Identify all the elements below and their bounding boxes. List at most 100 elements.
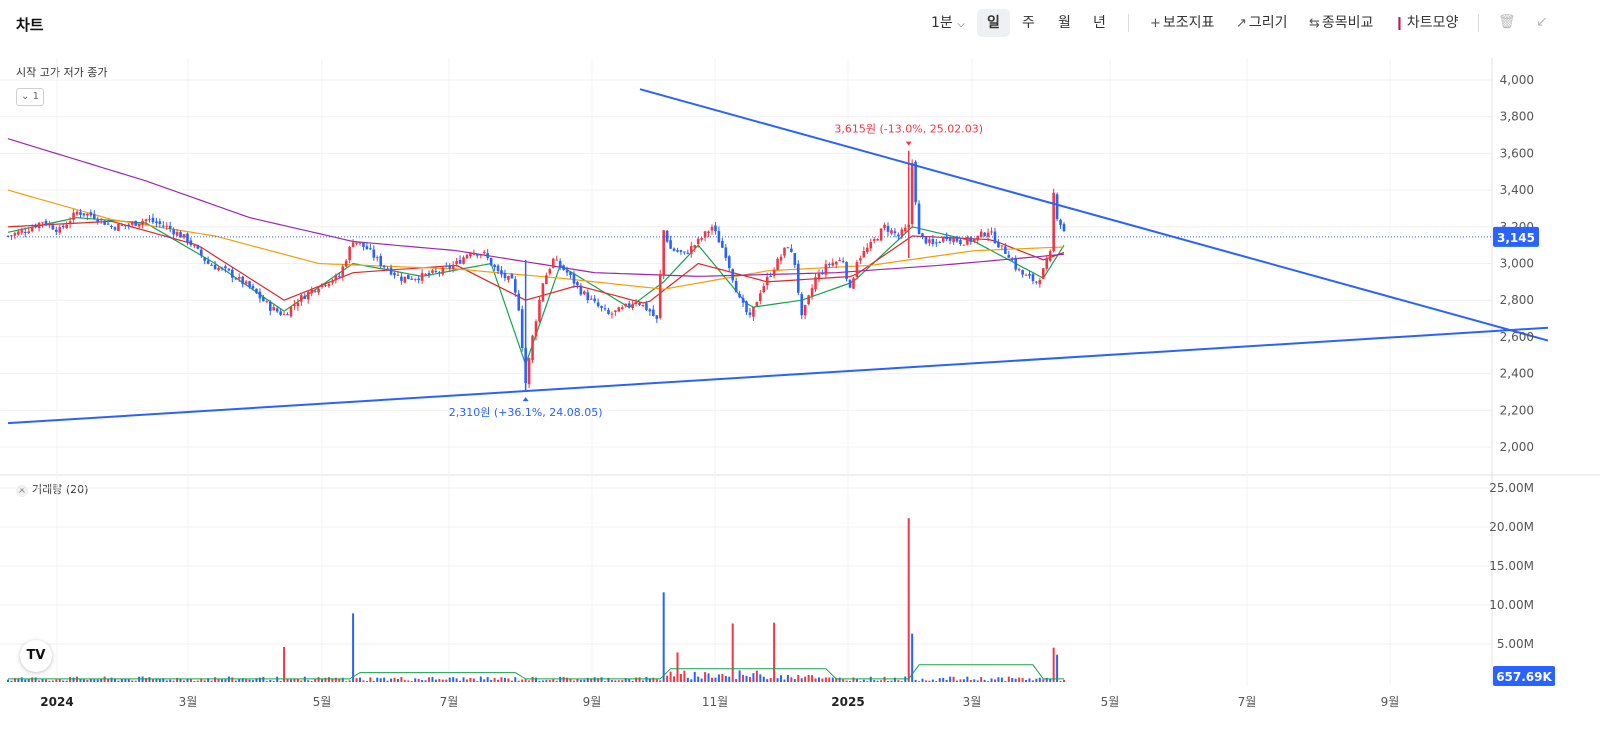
candle-body bbox=[396, 274, 400, 276]
tab-period-year[interactable]: 년 bbox=[1093, 15, 1106, 31]
volume-bar bbox=[86, 679, 89, 682]
candle-body bbox=[807, 295, 810, 304]
candle-body bbox=[27, 231, 31, 234]
volume-bar bbox=[514, 677, 517, 682]
volume-tick-label: 10.00M bbox=[1489, 598, 1534, 612]
candle-body bbox=[845, 262, 848, 279]
volume-bar bbox=[959, 679, 962, 682]
candle-body bbox=[655, 315, 659, 319]
candle-body bbox=[821, 273, 824, 275]
volume-bar bbox=[1018, 677, 1021, 682]
candle-body bbox=[890, 230, 893, 234]
volume-bar bbox=[928, 680, 931, 682]
candle-body bbox=[372, 249, 376, 258]
candle-body bbox=[210, 264, 213, 266]
candle-body bbox=[182, 234, 186, 238]
volume-bar bbox=[55, 679, 58, 682]
candle-body bbox=[762, 286, 766, 293]
candle-body bbox=[924, 237, 928, 244]
candle-body bbox=[831, 262, 835, 266]
tab-period-week[interactable]: 주 bbox=[1022, 15, 1035, 31]
candle-body bbox=[579, 285, 583, 295]
draw-button[interactable]: ↗ 그리기 bbox=[1236, 15, 1288, 31]
candle-body bbox=[859, 258, 862, 261]
volume-ma-line bbox=[8, 664, 1064, 680]
volume-bar bbox=[541, 680, 544, 682]
trendlines[interactable] bbox=[7, 88, 1549, 425]
candle-body bbox=[382, 265, 386, 268]
volume-bar bbox=[476, 681, 479, 682]
candle-body bbox=[952, 238, 955, 243]
volume-bar bbox=[107, 678, 110, 682]
chart-style-button[interactable]: ❙ 차트모양 bbox=[1394, 15, 1459, 31]
tab-period-day[interactable]: 일 bbox=[977, 9, 1010, 37]
candle-body bbox=[255, 288, 258, 294]
volume-bar bbox=[145, 677, 148, 682]
candle-body bbox=[213, 264, 217, 270]
volume-bar bbox=[648, 678, 651, 682]
candle-body bbox=[272, 307, 276, 311]
volume-bar bbox=[338, 678, 341, 682]
volume-bar bbox=[7, 679, 9, 682]
volume-bar bbox=[1049, 678, 1052, 682]
candle-body bbox=[48, 224, 51, 226]
candle-body bbox=[403, 276, 407, 283]
volume-bar bbox=[186, 678, 189, 682]
candle-body bbox=[562, 265, 565, 270]
candle-body bbox=[489, 258, 493, 266]
candle-body bbox=[1000, 245, 1004, 247]
interval-dropdown[interactable]: 1분 ⌵ bbox=[931, 12, 965, 34]
candle-body bbox=[1017, 269, 1021, 271]
candle-body bbox=[244, 281, 248, 284]
volume-bar bbox=[521, 679, 524, 682]
tab-period-month[interactable]: 월 bbox=[1058, 15, 1071, 31]
volume-bar bbox=[238, 678, 241, 682]
candle-body bbox=[721, 240, 724, 248]
volume-bar bbox=[117, 680, 120, 682]
volume-bar bbox=[987, 681, 990, 682]
candle-body bbox=[113, 227, 117, 230]
volume-bar bbox=[214, 677, 217, 682]
trash-icon[interactable]: 🗑 bbox=[1498, 14, 1516, 30]
volume-bar bbox=[165, 680, 168, 682]
candle-body bbox=[75, 211, 79, 215]
volume-bar bbox=[817, 677, 820, 682]
volume-bar bbox=[286, 678, 289, 682]
volume-bar bbox=[452, 677, 455, 682]
candle-body bbox=[1052, 192, 1055, 252]
volume-bar bbox=[348, 680, 351, 682]
volume-bar bbox=[838, 677, 841, 682]
candle-body bbox=[897, 234, 900, 237]
price-tick-label: 3,000 bbox=[1500, 257, 1534, 271]
volume-bar bbox=[158, 678, 161, 682]
candle-body bbox=[741, 297, 745, 303]
volume-bar bbox=[217, 678, 220, 682]
volume-bar bbox=[345, 681, 348, 682]
volume-bar bbox=[976, 680, 979, 682]
candle-body bbox=[727, 256, 731, 269]
indicator-button[interactable]: + 보조지표 bbox=[1150, 15, 1215, 31]
candle-body bbox=[510, 274, 514, 279]
collapse-icon[interactable]: ↙ bbox=[1536, 14, 1548, 30]
candle-body bbox=[997, 242, 1000, 248]
volume-bar bbox=[690, 679, 693, 682]
volume-bar bbox=[289, 679, 292, 682]
candle-body bbox=[10, 235, 13, 237]
candle-body bbox=[886, 226, 890, 232]
candle-body bbox=[275, 308, 279, 312]
volume-bar bbox=[445, 679, 448, 682]
volume-bar bbox=[479, 676, 482, 682]
candle-body bbox=[458, 259, 462, 264]
volume-bar bbox=[1042, 679, 1045, 682]
volume-bars bbox=[7, 518, 1065, 682]
candle-body bbox=[776, 258, 779, 270]
interval-label: 1분 bbox=[931, 15, 953, 31]
volume-bar bbox=[27, 679, 30, 682]
tradingview-logo-icon[interactable]: TV bbox=[20, 640, 52, 672]
volume-bar bbox=[1056, 654, 1059, 682]
volume-bar bbox=[441, 679, 444, 682]
candle-body bbox=[596, 302, 600, 307]
compare-button[interactable]: ⇆ 종목비교 bbox=[1309, 15, 1374, 31]
legend-collapse-button[interactable]: ⌄ 1 bbox=[16, 88, 44, 106]
